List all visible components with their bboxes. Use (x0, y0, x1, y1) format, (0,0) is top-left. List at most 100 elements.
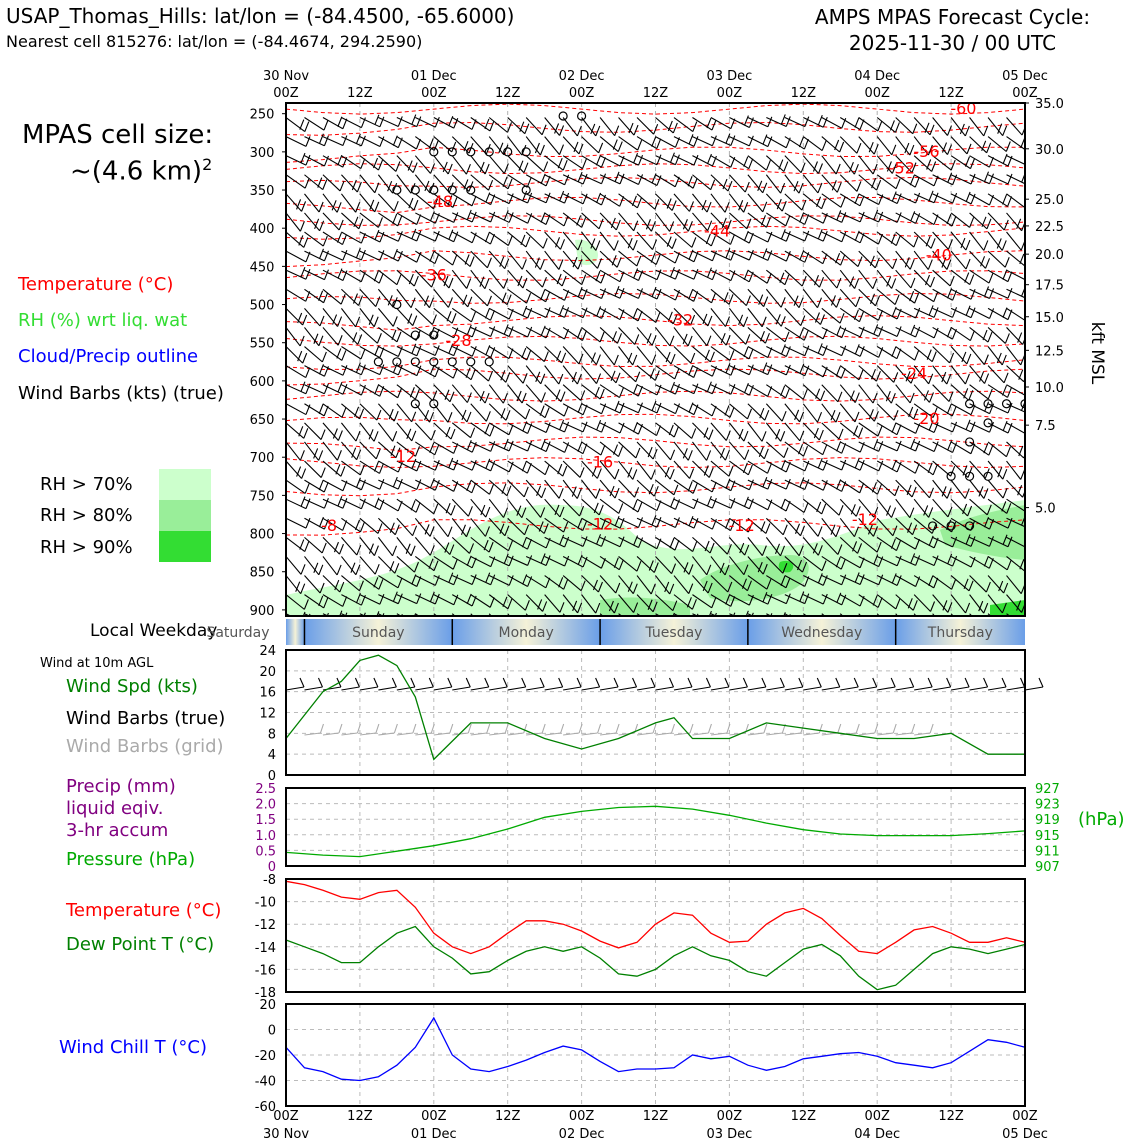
wind-barb-shaft (913, 155, 933, 172)
wind-barb-flag (798, 444, 804, 455)
grid-wind-barb (821, 723, 842, 736)
wind-barb-shaft (766, 250, 787, 262)
wind-barb-shaft (433, 212, 455, 223)
wind-barb-shaft (932, 365, 948, 385)
wind-barb-flag (613, 444, 619, 455)
wind-barb (969, 286, 995, 299)
wind-barb (913, 269, 936, 288)
wind-barb-flag (632, 499, 638, 511)
wind-barb (784, 422, 805, 442)
wind-barb-shaft (950, 422, 972, 433)
wind-barb-flag (996, 238, 1002, 249)
wind-barb (876, 117, 900, 133)
wind-barb-flag (434, 460, 440, 471)
wind-barb (507, 326, 533, 338)
wind-barb-flag (614, 487, 620, 499)
surface-wind-barb-shaft (784, 686, 803, 691)
wind-barb (304, 383, 329, 395)
y-axis-tick: 8 (268, 727, 276, 742)
wind-barb-flag (301, 201, 307, 212)
wind-barb-flag (616, 333, 622, 344)
wind-barb (451, 479, 477, 494)
grid-wind-barb-shaft (396, 732, 413, 736)
grid-wind-barb-shaft (544, 732, 561, 736)
wind-barb-flag (389, 561, 395, 572)
wind-barb-flag (859, 326, 865, 338)
wind-barb-flag (596, 534, 602, 545)
wind-barb (692, 307, 713, 327)
wind-barb-flag (429, 211, 435, 222)
wind-barb-flag (801, 275, 807, 287)
wind-barb-flag (356, 544, 362, 556)
wind-barb-flag (981, 140, 987, 152)
wind-barb-flag (488, 370, 494, 382)
wind-barb-flag (895, 235, 901, 246)
wind-barb-flag (559, 305, 565, 316)
wind-barb-flag (986, 504, 992, 515)
wind-barb-flag (397, 593, 403, 604)
wind-barb-shaft (747, 403, 766, 421)
surface-wind-barb (821, 677, 841, 691)
wind-barb-shaft (876, 174, 897, 190)
wind-barb-flag (775, 314, 781, 325)
wind-barb-flag (722, 178, 728, 190)
wind-barb-shaft (377, 174, 394, 194)
wind-barb-shaft (839, 594, 861, 607)
wind-barb-flag (618, 446, 624, 457)
wind-barb (784, 116, 810, 128)
wind-barb (673, 556, 694, 575)
wind-barb-shaft (304, 212, 321, 232)
wind-barb (359, 174, 380, 194)
wind-barb-flag (748, 135, 754, 147)
wind-barb-shaft (286, 384, 307, 395)
wind-barb (341, 460, 365, 476)
wind-barb-flag (767, 593, 773, 605)
wind-barb-shaft (341, 517, 361, 533)
wind-barb-shaft (692, 365, 713, 377)
wind-barb (821, 325, 847, 339)
wind-barb (396, 307, 418, 327)
wind-barb-shaft (470, 326, 491, 337)
wind-barb-shaft (451, 250, 471, 267)
wind-barb-flag (963, 388, 969, 399)
wind-barb (858, 403, 879, 422)
wind-barb-shaft (821, 536, 839, 555)
wind-barb (932, 250, 952, 270)
grid-wind-barb (489, 723, 509, 736)
wind-barb-shaft (932, 307, 953, 318)
wind-barb-shaft (618, 346, 634, 366)
wind-barb-flag (468, 543, 475, 554)
wind-barb-flag (946, 488, 952, 499)
wind-barb (803, 573, 828, 586)
wind-barb (950, 460, 973, 478)
wind-barb-shaft (544, 346, 563, 364)
wind-barb-flag (780, 498, 786, 510)
wind-barb (895, 250, 915, 270)
wind-barb-flag (989, 422, 995, 433)
wind-barb-flag (397, 215, 403, 227)
grid-wind-barb-shaft (877, 732, 894, 736)
wind-barb (747, 537, 767, 556)
wind-barb-flag (729, 350, 735, 361)
wind-barb-flag (1007, 196, 1013, 207)
wind-barb (821, 459, 847, 471)
grid-wind-barb-flag (578, 723, 583, 734)
wind-barb-flag (1026, 502, 1030, 512)
wind-barb-flag (836, 479, 842, 490)
wind-barb-shaft (377, 537, 393, 557)
surface-wind-barb-shaft (766, 686, 785, 691)
wind-barb (618, 193, 642, 209)
wind-barb-shaft (322, 288, 342, 305)
wind-barb-shaft (359, 269, 380, 284)
wind-barb-flag (839, 141, 845, 153)
wind-barb-shaft (876, 212, 898, 223)
wind-barb-flag (962, 503, 968, 515)
wind-barb-flag (721, 217, 727, 229)
wind-barb-shaft (286, 193, 302, 212)
wind-barb-shaft (913, 326, 935, 339)
wind-barb-flag (392, 135, 398, 146)
wind-barb-flag (730, 596, 736, 607)
wind-barb-flag (1027, 538, 1031, 548)
wind-barb-flag (913, 408, 919, 420)
